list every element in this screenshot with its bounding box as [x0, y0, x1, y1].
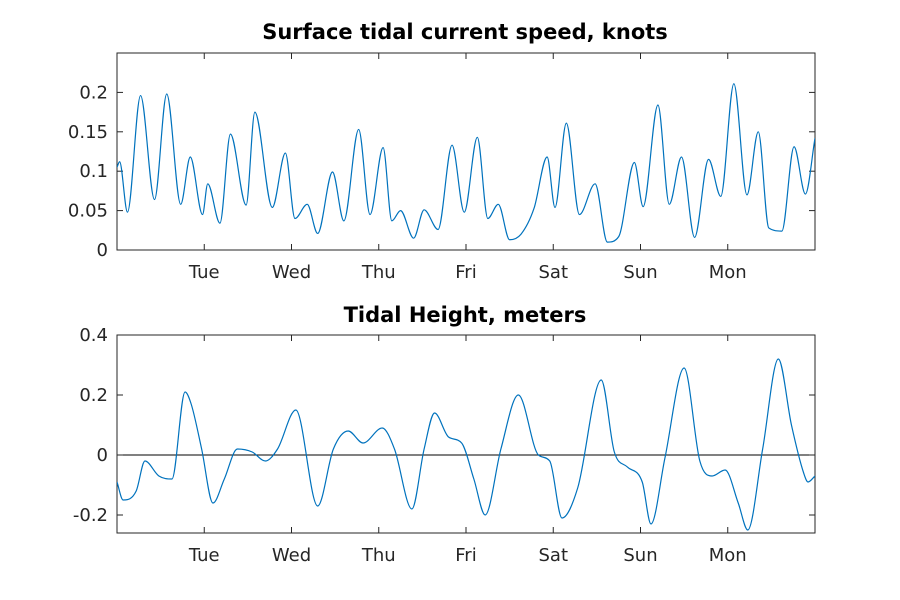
speed-axes-box	[116, 52, 816, 251]
current-speed-plot: 0 0.05 0.1 0.15 0.2 Tue Wed Thu Fri Sat Sun Mon	[68, 52, 816, 283]
height-xtick-label: Mon	[709, 545, 747, 566]
height-series-line	[117, 358, 815, 531]
speed-ytick-label: 0.2	[79, 82, 108, 103]
height-ytick-label: 0	[97, 445, 108, 466]
speed-xtick-label: Sun	[623, 262, 657, 283]
tidal-height-plot: -0.2 0 0.2 0.4 Tue Wed Thu Fri Sat Sun Mon	[73, 325, 816, 566]
speed-ytick-label: 0	[97, 240, 108, 261]
height-xtick-label: Tue	[188, 545, 220, 566]
speed-ytick-label: 0.1	[79, 161, 108, 182]
speed-series-line	[117, 83, 815, 243]
height-ytick-label: -0.2	[73, 505, 108, 526]
height-xtick-label: Fri	[455, 545, 476, 566]
height-ytick-label: 0.4	[79, 325, 108, 346]
speed-xtick-label: Thu	[361, 262, 396, 283]
top-chart-title: Surface tidal current speed, knots	[262, 20, 668, 44]
speed-xtick-label: Sat	[538, 262, 568, 283]
height-xtick-label: Sat	[538, 545, 568, 566]
speed-ytick-label: 0.15	[68, 122, 108, 143]
speed-xtick-label: Mon	[709, 262, 747, 283]
speed-xtick-label: Wed	[272, 262, 311, 283]
height-axes-box	[116, 334, 816, 534]
height-xtick-label: Wed	[272, 545, 311, 566]
bottom-chart-title: Tidal Height, meters	[344, 303, 587, 327]
speed-xtick-label: Tue	[188, 262, 220, 283]
height-ytick-label: 0.2	[79, 385, 108, 406]
speed-ytick-label: 0.05	[68, 201, 108, 222]
height-xtick-label: Sun	[623, 545, 657, 566]
speed-xtick-label: Fri	[455, 262, 476, 283]
height-xtick-label: Thu	[361, 545, 396, 566]
